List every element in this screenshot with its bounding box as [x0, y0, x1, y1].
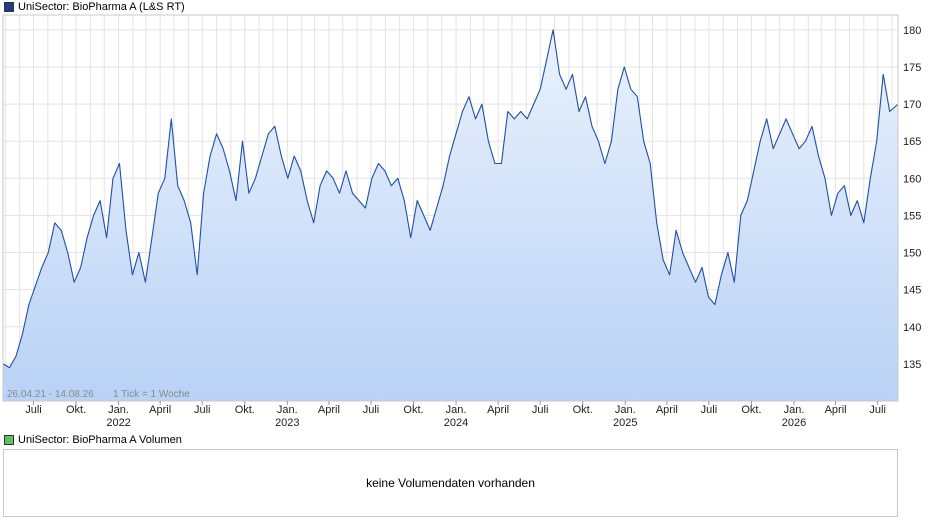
x-tick-label: Juli	[363, 404, 380, 416]
price-chart: 135 140 145 150 155 160 165 170 175 180 Juli Okt. Ja…	[2, 14, 921, 429]
x-tick-label: Okt.	[741, 404, 761, 416]
x-year-label: 2025	[613, 417, 637, 429]
x-tick-label: April	[149, 404, 171, 416]
x-tick-label: Juli	[532, 404, 549, 416]
y-tick-label: 140	[903, 322, 921, 334]
price-legend-label: UniSector: BioPharma A (L&S RT)	[18, 1, 185, 13]
y-tick-label: 135	[903, 359, 921, 371]
x-tick-label: Okt.	[403, 404, 423, 416]
volume-legend-label: UniSector: BioPharma A Volumen	[18, 434, 182, 446]
x-tick-label: April	[318, 404, 340, 416]
x-year-label: 2024	[444, 417, 468, 429]
x-tick-label: Jan.	[615, 404, 636, 416]
x-tick-label: Okt.	[235, 404, 255, 416]
date-range-note: 26.04.21 - 14.08.26	[7, 389, 94, 400]
price-area	[3, 29, 898, 402]
volume-series-swatch	[4, 435, 14, 445]
y-tick-label: 155	[903, 210, 921, 222]
x-tick-label: Juli	[869, 404, 886, 416]
x-year-label: 2022	[106, 417, 130, 429]
x-tick-label: April	[656, 404, 678, 416]
volume-panel: keine Volumendaten vorhanden	[3, 449, 898, 517]
x-year-label: 2026	[782, 417, 806, 429]
x-tick-label: Jan.	[277, 404, 298, 416]
x-tick-label: Okt.	[573, 404, 593, 416]
y-tick-label: 175	[903, 62, 921, 74]
price-legend: UniSector: BioPharma A (L&S RT)	[4, 0, 185, 14]
x-year-label: 2023	[275, 417, 299, 429]
volume-empty-message: keine Volumendaten vorhanden	[366, 476, 535, 490]
plot-frame	[2, 14, 899, 402]
price-series-swatch	[4, 2, 14, 12]
y-tick-label: 170	[903, 99, 921, 111]
x-tick-label: Juli	[701, 404, 718, 416]
y-tick-label: 180	[903, 25, 921, 37]
volume-legend: UniSector: BioPharma A Volumen	[4, 433, 182, 447]
y-tick-label: 150	[903, 248, 921, 260]
tick-note: 1 Tick = 1 Woche	[113, 389, 190, 400]
x-tick-label: Okt.	[66, 404, 86, 416]
x-tick-label: Jan.	[446, 404, 467, 416]
x-tick-label: April	[825, 404, 847, 416]
price-line	[2, 29, 899, 369]
x-tick-label: Jan.	[784, 404, 805, 416]
x-tick-label: Juli	[194, 404, 211, 416]
x-tick-label: Jan.	[108, 404, 129, 416]
y-tick-label: 160	[903, 173, 921, 185]
y-tick-label: 145	[903, 285, 921, 297]
x-tick-label: Juli	[25, 404, 42, 416]
x-tick-label: April	[487, 404, 509, 416]
y-tick-label: 165	[903, 136, 921, 148]
